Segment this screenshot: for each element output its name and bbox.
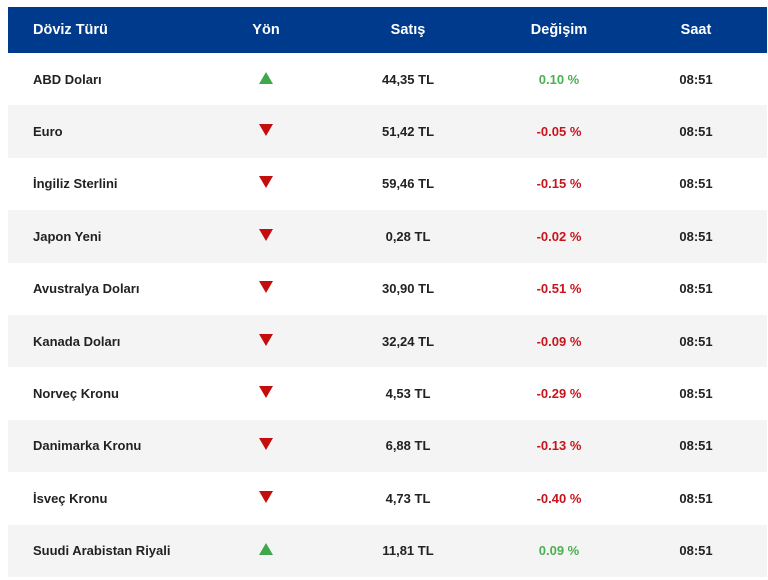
change-percent: 0.10 % <box>538 71 580 87</box>
currency-name: Japon Yeni <box>33 228 102 244</box>
direction-cell <box>228 333 304 349</box>
table-row: İngiliz Sterlini 59,46 TL -0.15 % 08:51 <box>8 158 767 210</box>
direction-cell <box>228 438 304 453</box>
update-time: 08:51 <box>679 386 713 402</box>
change-percent: -0.02 % <box>536 228 582 244</box>
currency-name: Avustralya Doları <box>33 281 140 297</box>
update-time: 08:51 <box>679 281 713 297</box>
sell-price: 32,24 TL <box>381 333 435 349</box>
change-percent: -0.29 % <box>536 386 582 402</box>
header-currency[interactable]: Döviz Türü <box>33 22 108 38</box>
change-percent: -0.40 % <box>536 490 582 506</box>
direction-cell <box>228 71 304 87</box>
change-percent: -0.51 % <box>536 281 582 297</box>
table-row: Suudi Arabistan Riyali 11,81 TL 0.09 % 0… <box>8 524 767 577</box>
sell-price: 0,28 TL <box>385 228 431 244</box>
sell-price: 11,81 TL <box>382 543 434 559</box>
table-row: Danimarka Kronu 6,88 TL -0.13 % 08:51 <box>8 419 767 473</box>
direction-cell <box>228 490 304 506</box>
arrow-up-icon <box>259 543 273 556</box>
currency-name: ABD Doları <box>33 71 102 87</box>
sell-price: 51,42 TL <box>381 124 435 140</box>
change-percent: -0.15 % <box>536 176 582 192</box>
update-time: 08:51 <box>679 438 713 454</box>
table-row: Avustralya Doları 30,90 TL -0.51 % 08:51 <box>8 263 767 315</box>
arrow-down-icon <box>259 333 273 346</box>
update-time: 08:51 <box>679 124 713 140</box>
direction-cell <box>228 176 304 191</box>
header-change[interactable]: Değişim <box>530 22 588 38</box>
update-time: 08:51 <box>679 176 713 192</box>
arrow-down-icon <box>259 386 273 399</box>
arrow-down-icon <box>259 281 273 294</box>
update-time: 08:51 <box>679 333 713 349</box>
currency-name: İngiliz Sterlini <box>33 176 118 192</box>
arrow-up-icon <box>259 71 273 84</box>
change-percent: -0.13 % <box>536 438 582 454</box>
arrow-down-icon <box>259 176 273 189</box>
change-percent: -0.05 % <box>536 124 582 140</box>
sell-price: 59,46 TL <box>381 176 435 192</box>
table-header: Döviz Türü Yön Satış Değişim Saat <box>8 7 767 53</box>
currency-name: İsveç Kronu <box>33 490 108 506</box>
direction-cell <box>228 386 304 401</box>
direction-cell <box>228 281 304 296</box>
currency-name: Danimarka Kronu <box>33 438 142 454</box>
sell-price: 4,73 TL <box>385 490 431 506</box>
sell-price: 6,88 TL <box>385 438 431 454</box>
table-row: İsveç Kronu 4,73 TL -0.40 % 08:51 <box>8 472 767 524</box>
direction-cell <box>228 228 304 244</box>
table-row: Kanada Doları 32,24 TL -0.09 % 08:51 <box>8 314 767 368</box>
change-percent: -0.09 % <box>536 333 582 349</box>
currency-name: Kanada Doları <box>33 333 121 349</box>
table-row: Norveç Kronu 4,53 TL -0.29 % 08:51 <box>8 367 767 419</box>
table-row: Euro 51,42 TL -0.05 % 08:51 <box>8 105 767 158</box>
currency-name: Norveç Kronu <box>33 386 119 402</box>
sell-price: 44,35 TL <box>381 71 435 87</box>
arrow-down-icon <box>259 490 273 503</box>
currency-name: Euro <box>33 124 63 140</box>
update-time: 08:51 <box>679 543 713 559</box>
table-row: Japon Yeni 0,28 TL -0.02 % 08:51 <box>8 210 767 263</box>
table-row: ABD Doları 44,35 TL 0.10 % 08:51 <box>8 53 767 105</box>
header-direction[interactable]: Yön <box>252 22 280 38</box>
update-time: 08:51 <box>679 71 713 87</box>
currency-name: Suudi Arabistan Riyali <box>33 543 171 559</box>
sell-price: 4,53 TL <box>385 386 431 402</box>
sell-price: 30,90 TL <box>381 281 435 297</box>
direction-cell <box>228 543 304 558</box>
arrow-down-icon <box>259 438 273 451</box>
arrow-down-icon <box>259 228 273 241</box>
arrow-down-icon <box>259 124 273 137</box>
update-time: 08:51 <box>679 228 713 244</box>
direction-cell <box>228 124 304 139</box>
header-time[interactable]: Saat <box>680 22 712 38</box>
header-sell[interactable]: Satış <box>390 22 426 38</box>
update-time: 08:51 <box>679 490 713 506</box>
currency-table: Döviz Türü Yön Satış Değişim Saat ABD Do… <box>8 7 767 577</box>
change-percent: 0.09 % <box>538 543 580 559</box>
